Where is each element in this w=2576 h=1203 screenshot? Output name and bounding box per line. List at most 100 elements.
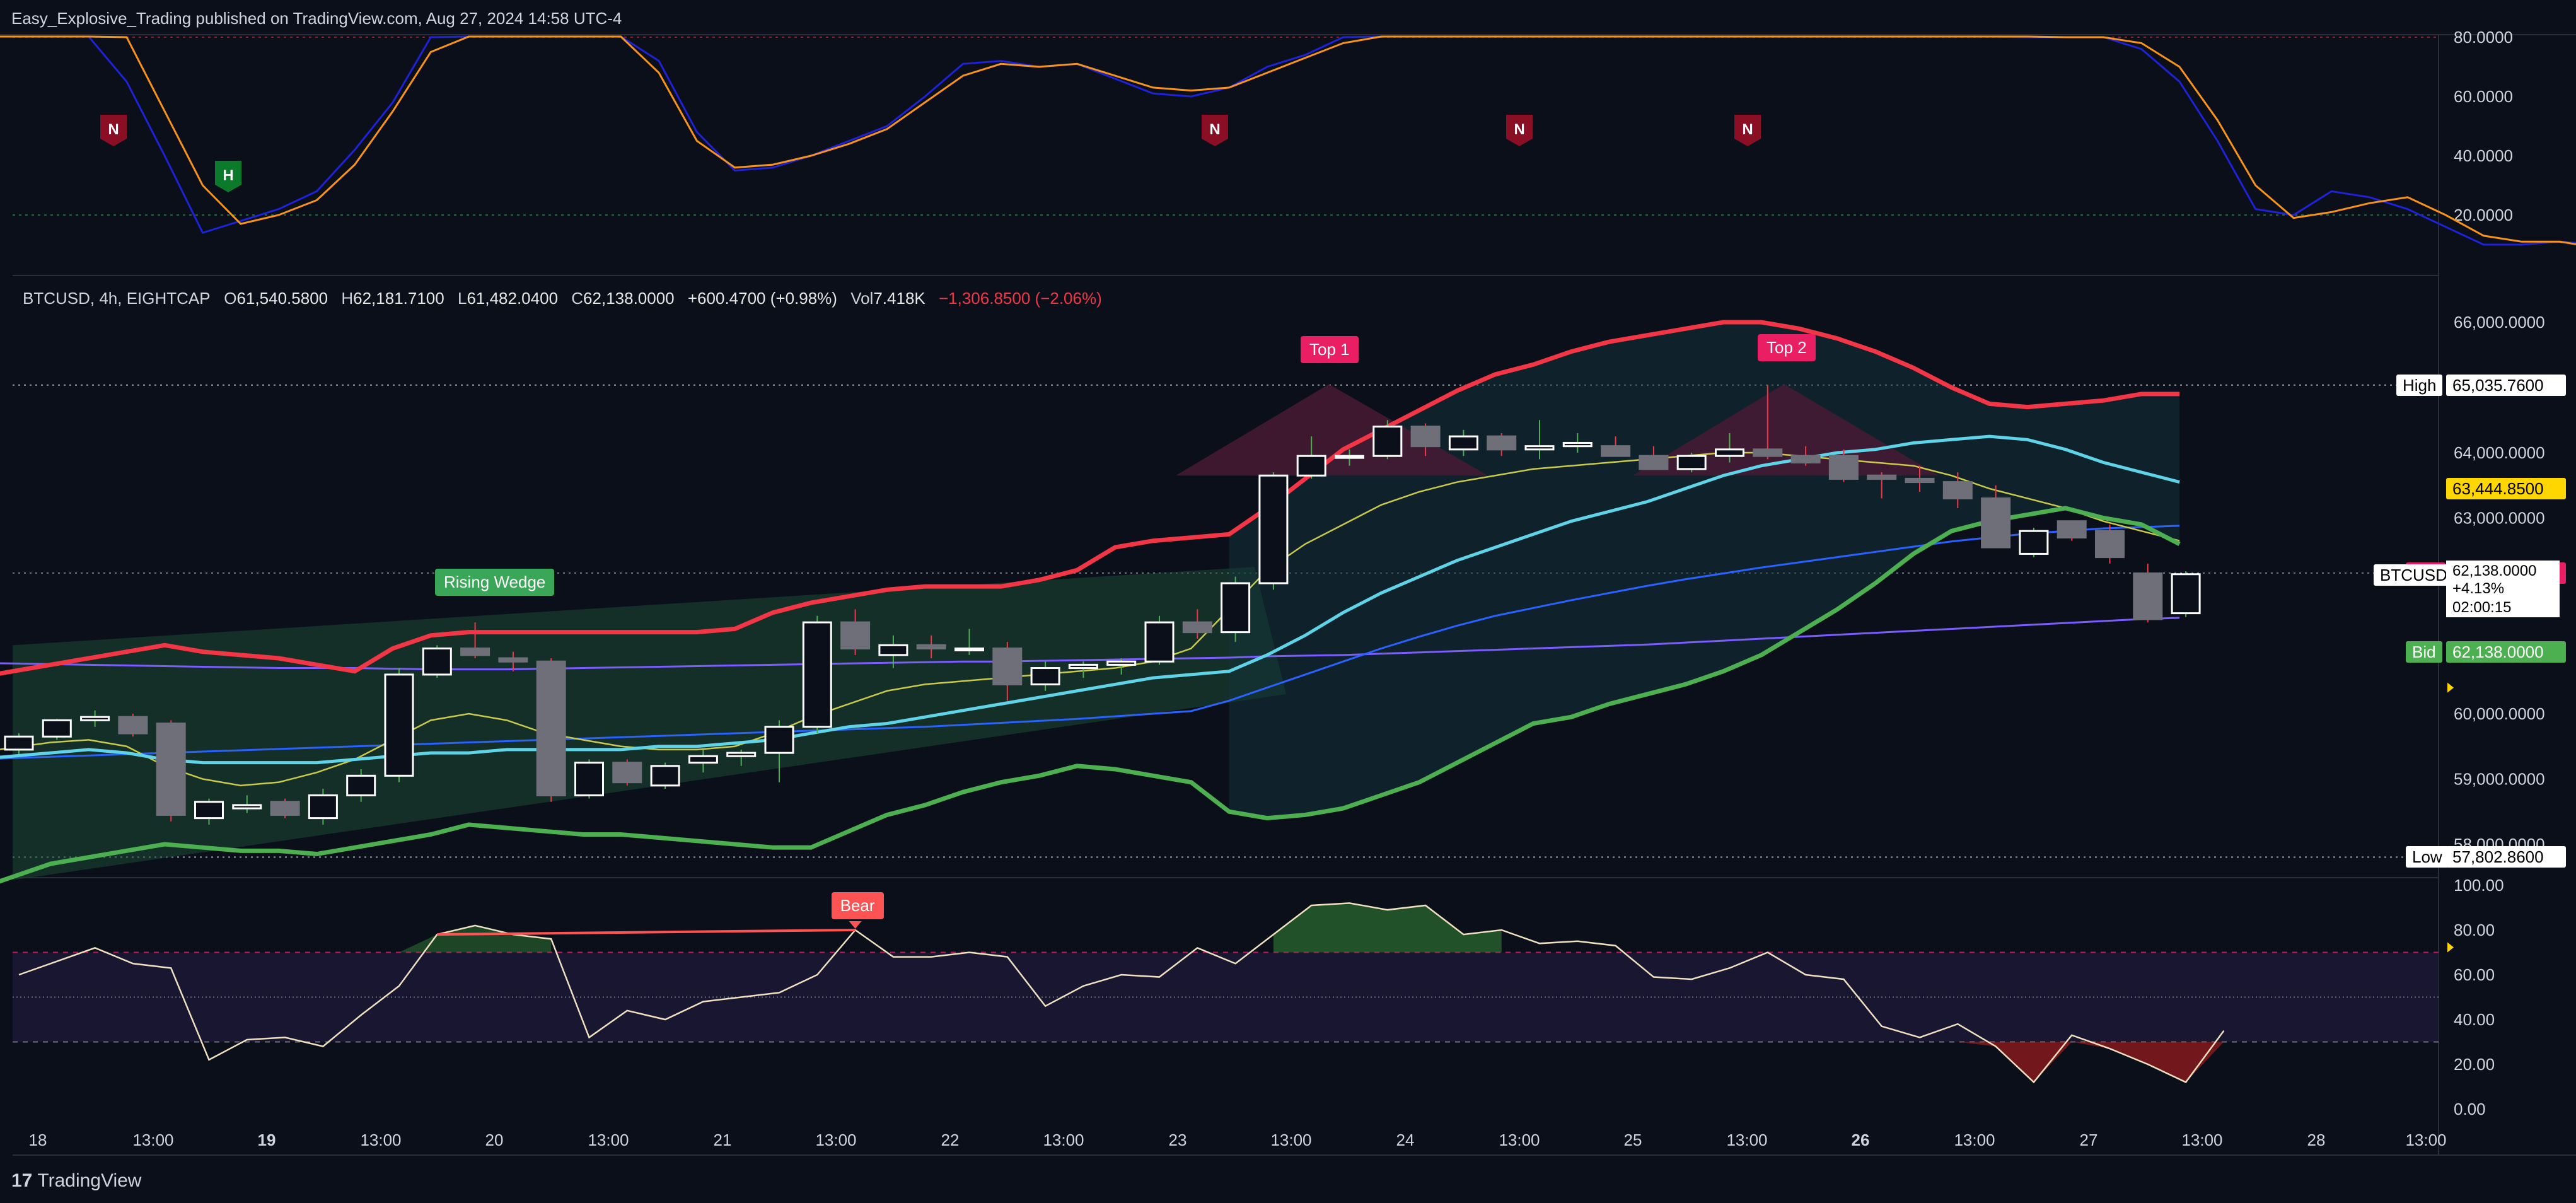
- candle-body: [156, 723, 186, 816]
- candle-body: [1942, 481, 1973, 499]
- candle-body: [1258, 474, 1289, 584]
- time-axis-label: 13:00: [588, 1130, 629, 1149]
- candle-body: [1487, 435, 1517, 451]
- candle-body: [1372, 426, 1403, 457]
- legend-volume: 7.418K: [873, 289, 925, 308]
- candle-body: [840, 621, 871, 649]
- stoch-d-line: [0, 35, 2576, 245]
- last-price-value: 62,138.0000: [2446, 560, 2560, 582]
- time-axis-label: 13:00: [1954, 1130, 1995, 1149]
- rsi-y-tick-label: 60.00: [2454, 965, 2495, 984]
- candle-body: [1867, 474, 1897, 480]
- price-y-tick-label: 64,000.0000: [2454, 443, 2545, 462]
- candle-body: [80, 716, 110, 721]
- stoch-marker-badge: [100, 115, 127, 146]
- time-axis-label: 13:00: [1043, 1130, 1084, 1149]
- alert-arrow-icon: [2447, 682, 2454, 693]
- stoch-marker-badge: [1202, 115, 1228, 146]
- rsi-overbought-fill: [399, 925, 552, 953]
- candle-body: [1753, 448, 1783, 457]
- stoch-k-line: [0, 35, 2576, 246]
- time-axis-label: 26: [1852, 1130, 1870, 1149]
- publisher-header: Easy_Explosive_Trading published on Trad…: [11, 9, 622, 28]
- candle-body: [1068, 663, 1098, 670]
- time-axis-label: 13:00: [132, 1130, 173, 1149]
- time-axis-label: 13:00: [815, 1130, 856, 1149]
- time-axis-label: 25: [1624, 1130, 1642, 1149]
- candle-body: [992, 648, 1023, 685]
- candle-body: [1905, 477, 1935, 484]
- candle-body: [2133, 572, 2163, 620]
- candle-body: [1296, 455, 1326, 477]
- candle-body: [1144, 621, 1175, 663]
- time-axis-label: 24: [1396, 1130, 1415, 1149]
- stoch-marker-badge: [1734, 115, 1761, 146]
- rsi-y-tick-label: 40.00: [2454, 1010, 2495, 1029]
- bid-tag-value: 62,138.0000: [2446, 641, 2566, 663]
- tradingview-logo-icon: 17: [11, 1170, 33, 1191]
- time-axis-label: 21: [714, 1130, 732, 1149]
- candle-body: [1221, 582, 1251, 634]
- legend-symbol[interactable]: BTCUSD, 4h, EIGHTCAP: [23, 289, 211, 308]
- rising-wedge-tag: Rising Wedge: [435, 569, 555, 596]
- top1-pattern: [1176, 384, 1488, 476]
- time-axis-label: 20: [485, 1130, 504, 1149]
- candle-body: [1335, 455, 1364, 459]
- legend-volume-change: −1,306.8500 (−2.06%): [938, 289, 1102, 308]
- legend-close: 62,138.0000: [583, 289, 675, 308]
- last-change-pct: +4.13%: [2446, 579, 2560, 598]
- candle-body: [346, 774, 376, 796]
- candle-body: [2057, 520, 2087, 539]
- candle-body: [878, 644, 908, 656]
- rsi-band-fill: [13, 952, 2439, 1042]
- upper-band-line: [0, 320, 2180, 676]
- candle-body: [118, 716, 148, 735]
- candle-body: [1030, 667, 1060, 685]
- legend-low: 61,482.0400: [467, 289, 559, 308]
- candle-body: [1790, 455, 1821, 464]
- top2-pattern: [1633, 384, 1939, 476]
- candle-body: [194, 801, 224, 820]
- stoch-marker-badge: [215, 161, 241, 192]
- rsi-oversold-fill: [1958, 1042, 2224, 1083]
- candle-body: [726, 752, 757, 757]
- rsi-y-tick-label: 20.00: [2454, 1055, 2495, 1074]
- bear-divergence-pointer: [849, 921, 862, 929]
- high-tag-label: High: [2396, 374, 2443, 396]
- price-y-tick-label: 60,000.0000: [2454, 704, 2545, 723]
- symbol-legend: BTCUSD, 4h, EIGHTCAP O61,540.5800 H62,18…: [23, 289, 1102, 308]
- bid-tag-label: Bid: [2406, 641, 2442, 663]
- legend-open: 61,540.5800: [236, 289, 328, 308]
- candle-body: [1524, 445, 1555, 451]
- candle-body: [536, 660, 566, 796]
- legend-open-label: O: [224, 289, 237, 308]
- high-tag-value: 65,035.7600: [2446, 374, 2566, 396]
- footer-brand[interactable]: 17 TradingView: [11, 1170, 141, 1192]
- candle-body: [4, 735, 34, 751]
- candle-body: [764, 726, 794, 754]
- ma-blue-line: [0, 525, 2180, 760]
- legend-low-label: L: [457, 289, 467, 308]
- candle-body: [42, 719, 72, 738]
- top1-tag: Top 1: [1301, 336, 1359, 363]
- time-axis-label: 18: [29, 1130, 47, 1149]
- low-tag-label: Low: [2406, 846, 2449, 868]
- rsi-y-tick-label: 0.00: [2454, 1100, 2486, 1119]
- rsi-y-tick-label: 80.00: [2454, 921, 2495, 939]
- stoch-y-tick-label: 20.0000: [2454, 206, 2513, 224]
- candle-body: [1601, 445, 1631, 457]
- last-symbol-label: BTCUSD: [2374, 564, 2454, 586]
- stoch-marker-label: N: [1209, 121, 1220, 138]
- stoch-marker-label: N: [1742, 121, 1753, 138]
- rsi-overbought-fill: [1273, 903, 1502, 953]
- time-axis-label: 13:00: [1499, 1130, 1540, 1149]
- candle-body: [232, 804, 262, 810]
- price-y-tick-label: 66,000.0000: [2454, 313, 2545, 332]
- rsi-line: [18, 902, 2225, 1084]
- candle-body: [2019, 530, 2049, 555]
- low-tag-value: 57,802.8600: [2446, 846, 2566, 868]
- bar-countdown: 02:00:15: [2446, 598, 2560, 617]
- time-axis-label: 13:00: [1726, 1130, 1767, 1149]
- candle-body: [1182, 621, 1212, 634]
